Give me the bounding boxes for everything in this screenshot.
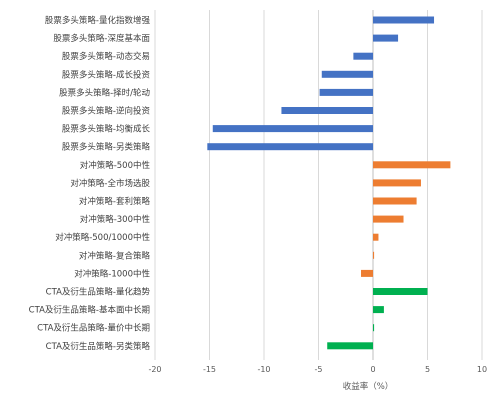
category-label: 股票多头策略-量化指数增强 — [45, 15, 151, 26]
x-tick-label: -20 — [148, 365, 161, 374]
bar — [353, 52, 373, 60]
bar — [321, 70, 373, 78]
category-label: 对冲策略-500/1000中性 — [55, 232, 150, 243]
x-tick-label: -10 — [257, 365, 270, 374]
category-label: 股票多头策略-均衡成长 — [62, 124, 151, 135]
category-labels: 股票多头策略-量化指数增强股票多头策略-深度基本面股票多头策略-动态交易股票多头… — [29, 15, 151, 352]
bar — [373, 251, 375, 259]
bar — [373, 233, 379, 241]
x-tick-labels: -20 -15 -10 -5 0 5 10 — [148, 365, 487, 374]
bar — [327, 342, 373, 350]
category-label: CTA及衍生品策略-量化趋势 — [46, 287, 151, 298]
category-label: 股票多头策略-成长投资 — [62, 69, 151, 80]
bar — [373, 215, 404, 223]
category-label: 股票多头策略-逆向投资 — [62, 106, 151, 117]
category-label: 股票多头策略-择时/轮动 — [59, 87, 150, 98]
category-label: 对冲策略-1000中性 — [74, 268, 150, 279]
bar — [207, 143, 373, 151]
bars — [207, 16, 451, 350]
bar — [373, 288, 428, 295]
bar — [373, 179, 421, 187]
x-tick-label: -5 — [315, 365, 323, 374]
bar — [319, 88, 373, 96]
category-label: 对冲策略-300中性 — [80, 214, 151, 225]
bar — [373, 34, 399, 42]
category-label: 股票多头策略-另类策略 — [62, 142, 151, 153]
x-tick-label: 5 — [425, 365, 430, 374]
category-label: CTA及衍生品策略-另类策略 — [46, 341, 151, 352]
category-label: CTA及衍生品策略-基本面中长期 — [29, 305, 150, 316]
category-label: 股票多头策略-动态交易 — [62, 51, 150, 62]
category-label: 对冲策略-全市场选股 — [70, 178, 150, 189]
x-tick-label: 0 — [370, 365, 375, 374]
bar — [373, 324, 375, 332]
category-label: 对冲策略-500中性 — [80, 160, 151, 171]
bar — [373, 16, 435, 24]
bar — [373, 306, 384, 314]
bar — [281, 107, 373, 114]
bar — [373, 197, 417, 205]
bar — [212, 125, 373, 133]
category-label: 股票多头策略-深度基本面 — [53, 33, 150, 44]
x-tick-label: 10 — [477, 365, 487, 374]
bar — [361, 269, 373, 277]
category-label: 对冲策略-复合策略 — [79, 250, 151, 261]
category-label: 对冲策略-套利策略 — [79, 196, 151, 207]
x-axis-title: 收益率（%） — [343, 381, 394, 392]
gridlines — [154, 10, 483, 360]
category-label: CTA及衍生品策略-量价中长期 — [37, 323, 150, 334]
x-tick-label: -15 — [203, 365, 216, 374]
bar — [373, 161, 451, 169]
